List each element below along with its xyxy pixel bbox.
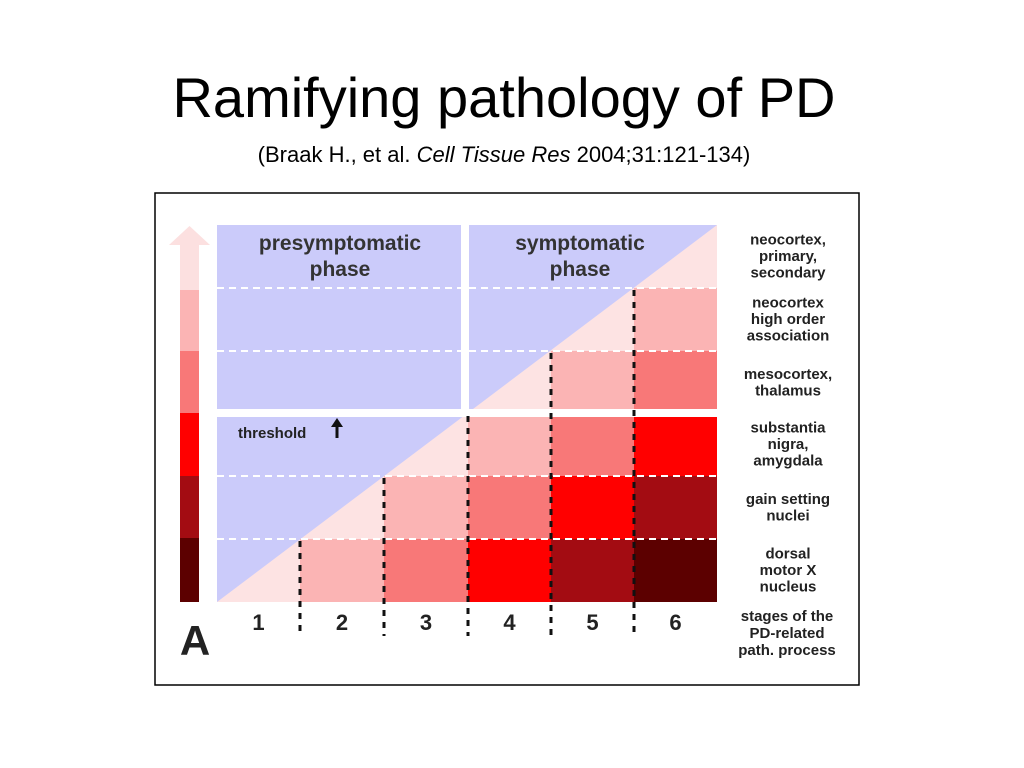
region-label: high order xyxy=(751,311,825,328)
stage-number: 6 xyxy=(669,610,681,635)
severity-cell xyxy=(634,288,717,351)
severity-cell xyxy=(384,476,468,539)
phase-label: symptomatic xyxy=(515,232,645,255)
citation: (Braak H., et al. Cell Tissue Res 2004;3… xyxy=(0,140,1008,170)
region-label: secondary xyxy=(750,265,826,282)
region-label: gain setting xyxy=(746,491,830,508)
severity-bar-segment xyxy=(180,290,199,351)
phase-label: presymptomatic xyxy=(259,232,422,255)
citation-suffix: 2004;31:121-134) xyxy=(570,142,751,167)
threshold-arrow-stem xyxy=(335,426,339,438)
stages-caption: stages of the xyxy=(741,608,834,625)
severity-cell xyxy=(551,351,634,413)
severity-bar-segment xyxy=(180,351,199,413)
region-label: nuclei xyxy=(766,507,809,524)
citation-journal: Cell Tissue Res xyxy=(416,142,571,167)
stage-number: 1 xyxy=(252,610,264,635)
severity-cell xyxy=(634,413,717,476)
stage-number: 5 xyxy=(586,610,598,635)
severity-cell xyxy=(634,476,717,539)
severity-cell xyxy=(384,539,468,602)
severity-arrow-head xyxy=(169,226,210,245)
severity-cell xyxy=(551,476,634,539)
region-label: motor X xyxy=(760,562,817,579)
slide-title: Ramifying pathology of PD xyxy=(172,66,836,129)
region-label: substantia xyxy=(750,420,826,437)
stages-caption: path. process xyxy=(738,642,836,659)
severity-bar-segment xyxy=(180,538,199,602)
severity-cell xyxy=(300,539,384,602)
region-label: mesocortex, xyxy=(744,366,832,383)
citation-prefix: (Braak H., et al. xyxy=(257,142,417,167)
region-label: amygdala xyxy=(753,453,823,470)
severity-bar-segment xyxy=(180,244,199,290)
region-label: association xyxy=(747,328,830,345)
severity-cell xyxy=(551,539,634,602)
phase-label: phase xyxy=(550,258,611,281)
phase-label: phase xyxy=(310,258,371,281)
severity-cell xyxy=(634,351,717,413)
stage-number: 2 xyxy=(336,610,348,635)
region-label: dorsal xyxy=(765,546,810,563)
severity-cell xyxy=(468,413,551,476)
phase-divider xyxy=(461,225,469,413)
stage-number: 4 xyxy=(503,610,516,635)
severity-cell xyxy=(468,476,551,539)
stage-number: 3 xyxy=(420,610,432,635)
severity-cell xyxy=(551,413,634,476)
severity-bar-segment xyxy=(180,413,199,476)
threshold-line xyxy=(217,409,717,417)
stages-caption: PD-related xyxy=(749,625,824,642)
severity-bar-segment xyxy=(180,476,199,538)
threshold-label: threshold xyxy=(238,425,306,442)
region-label: nigra, xyxy=(768,436,809,453)
severity-cell xyxy=(468,539,551,602)
panel-label: A xyxy=(180,617,210,664)
region-label: neocortex, xyxy=(750,232,826,249)
severity-cell xyxy=(634,539,717,602)
region-label: nucleus xyxy=(760,579,817,596)
region-label: thalamus xyxy=(755,382,821,399)
region-label: primary, xyxy=(759,248,817,265)
region-label: neocortex xyxy=(752,295,824,312)
threshold-arrow-icon xyxy=(331,418,343,427)
